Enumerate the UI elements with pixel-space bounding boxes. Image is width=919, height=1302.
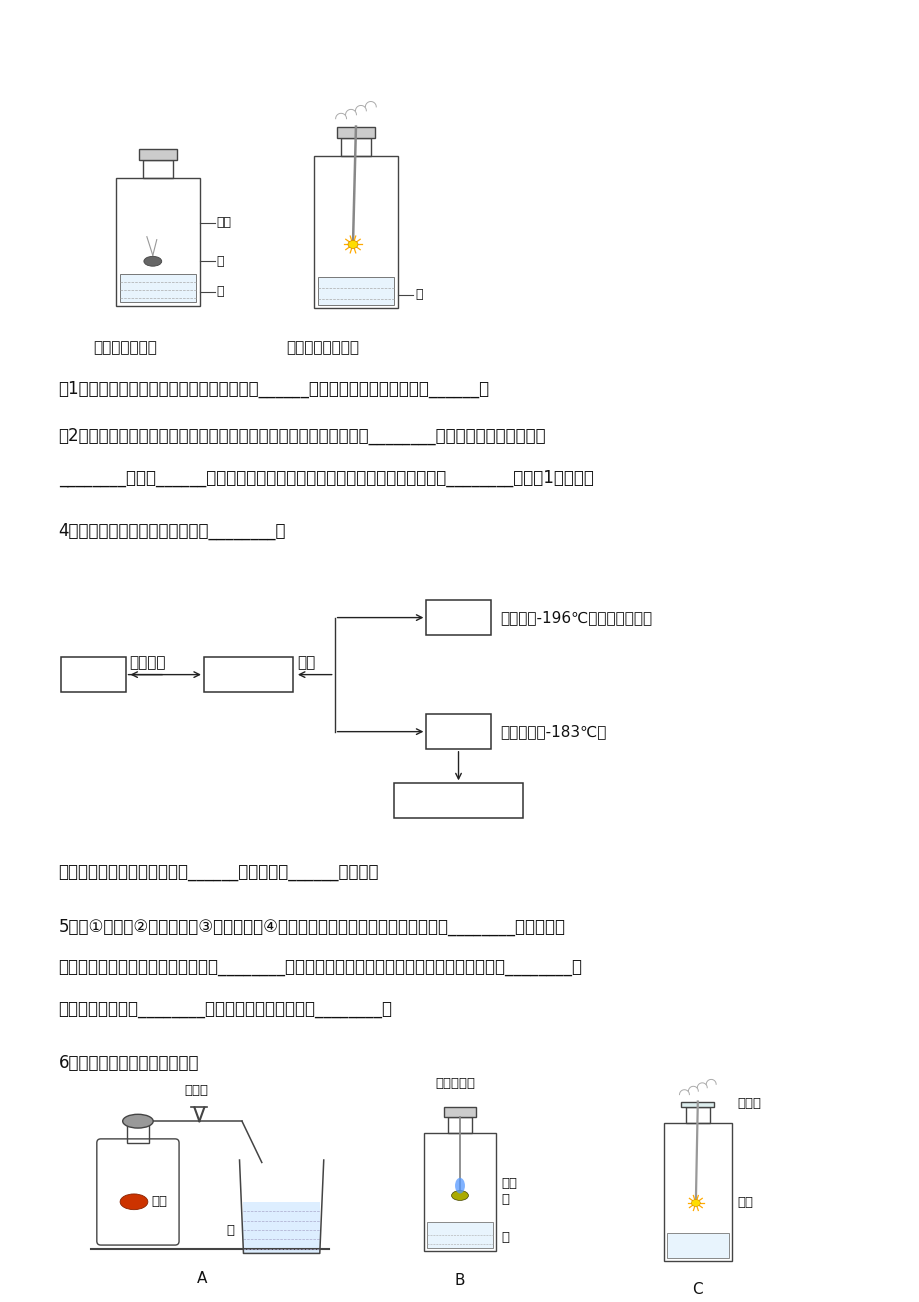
Text: 铁丝: 铁丝 — [737, 1197, 753, 1210]
Bar — [666, 1233, 728, 1258]
Bar — [426, 1223, 493, 1249]
Ellipse shape — [120, 1194, 148, 1210]
Bar — [393, 784, 522, 818]
Bar — [116, 178, 199, 306]
Text: B: B — [454, 1272, 465, 1288]
Bar — [119, 273, 196, 302]
Bar — [313, 156, 398, 309]
Bar — [142, 160, 173, 178]
Ellipse shape — [451, 1190, 468, 1200]
Bar — [341, 138, 370, 156]
Text: 空气: 空气 — [85, 667, 102, 682]
Bar — [139, 148, 176, 160]
Bar — [424, 1133, 495, 1251]
Text: C: C — [692, 1282, 702, 1297]
Bar — [61, 658, 125, 691]
Text: ________，属于______反应。如果铁丝没有燃烧，造成这种现象的原因可能是________。（第1点即可）: ________，属于______反应。如果铁丝没有燃烧，造成这种现象的原因可能… — [59, 469, 593, 487]
Text: 氧气: 氧气 — [217, 216, 232, 229]
Text: 水: 水 — [501, 1232, 509, 1245]
Text: 潮湿的滤纸: 潮湿的滤纸 — [435, 1077, 474, 1090]
Bar — [664, 1124, 731, 1260]
Text: 沸点较高（-183℃）: 沸点较高（-183℃） — [500, 724, 607, 740]
Bar — [443, 1108, 476, 1117]
Bar — [425, 715, 490, 749]
Text: A: A — [197, 1271, 208, 1285]
Text: 红磷: 红磷 — [152, 1195, 167, 1208]
Text: 6、结合下图信息，回答问题。: 6、结合下图信息，回答问题。 — [59, 1055, 199, 1073]
Ellipse shape — [455, 1178, 464, 1194]
Text: 5、在①氧气、②二氧化碳、③二氧化硫、④氖气四种气体中，能用于医疗急救的是________（填序号，: 5、在①氧气、②二氧化碳、③二氧化硫、④氖气四种气体中，能用于医疗急救的是___… — [59, 918, 565, 936]
Text: 硫: 硫 — [217, 255, 224, 268]
Text: 4、以下是氧气的工业制法：采用________法: 4、以下是氧气的工业制法：采用________法 — [59, 522, 286, 540]
Bar — [686, 1108, 709, 1124]
Text: 铁丝在氧气里燃烧: 铁丝在氧气里燃烧 — [287, 340, 359, 355]
Text: 有刺激性气味的是________，属于空气主要成分的是________。: 有刺激性气味的是________，属于空气主要成分的是________。 — [59, 1001, 392, 1018]
Text: 水: 水 — [217, 285, 224, 298]
Text: 氧气: 氧气 — [501, 1177, 517, 1190]
Ellipse shape — [347, 241, 357, 249]
Text: 原理是利用液态氧和液态氮的______不同（属于______变化）。: 原理是利用液态氧和液态氮的______不同（属于______变化）。 — [59, 865, 379, 883]
Text: 水: 水 — [414, 288, 422, 301]
Text: 蒸发: 蒸发 — [297, 655, 315, 669]
Text: 下同），参与绿色植物光合作用的是________，填充于试电笔的灯管中，通电时会发出红光的是________，: 下同），参与绿色植物光合作用的是________，填充于试电笔的灯管中，通电时会… — [59, 960, 582, 978]
Text: （1）硫在氧气中燃烧的实验中，水的作用是______。写出该反应的文字表达式______。: （1）硫在氧气中燃烧的实验中，水的作用是______。写出该反应的文字表达式__… — [59, 380, 489, 397]
Text: 玻璃片: 玻璃片 — [737, 1098, 761, 1111]
Bar — [425, 600, 490, 635]
Bar — [317, 277, 393, 305]
Ellipse shape — [143, 256, 162, 266]
Ellipse shape — [691, 1199, 699, 1207]
Bar — [127, 1121, 149, 1143]
Bar — [336, 126, 374, 138]
Text: 硫在氧气里燃烧: 硫在氧气里燃烧 — [93, 340, 157, 355]
Text: 水: 水 — [226, 1224, 234, 1237]
Text: 液态氧: 液态氧 — [445, 724, 471, 740]
Text: 止水夹: 止水夹 — [185, 1083, 209, 1096]
Text: 装入天蓝色钢瓶: 装入天蓝色钢瓶 — [426, 793, 490, 809]
Bar — [204, 658, 293, 691]
Text: 液态空气: 液态空气 — [230, 667, 267, 682]
Text: 氮气: 氮气 — [448, 611, 467, 625]
Text: 沸点低（-196℃），先蒸发出来: 沸点低（-196℃），先蒸发出来 — [500, 611, 652, 625]
Text: （2）铁丝在氧气中燃烧的实验中，集气瓶内事先加入少量水的作用是________。该反应的文字表达式为: （2）铁丝在氧气中燃烧的实验中，集气瓶内事先加入少量水的作用是________。… — [59, 427, 546, 445]
Bar — [448, 1117, 471, 1133]
Bar — [244, 1202, 320, 1254]
Bar — [681, 1101, 713, 1108]
Ellipse shape — [122, 1115, 153, 1128]
Text: 降温加压: 降温加压 — [130, 655, 165, 669]
Text: 硫: 硫 — [501, 1193, 509, 1206]
